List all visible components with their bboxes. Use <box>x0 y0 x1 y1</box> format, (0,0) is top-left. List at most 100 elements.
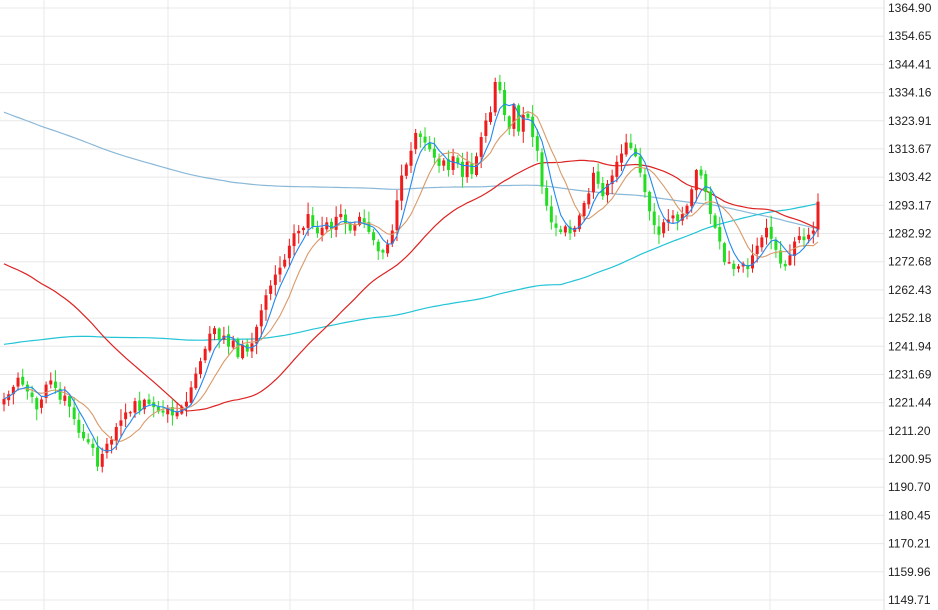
candle-body <box>554 223 558 228</box>
candle-body <box>694 170 698 191</box>
candle-body <box>512 104 516 129</box>
candle-body <box>180 406 184 414</box>
candle-body <box>390 230 394 244</box>
candle-body <box>807 234 811 240</box>
candle-body <box>788 255 792 265</box>
candle-body <box>671 215 675 219</box>
candle-body <box>264 295 268 310</box>
candle-body <box>526 113 530 118</box>
grid <box>0 0 885 610</box>
candle-body <box>105 443 109 453</box>
short-moving-average-lines <box>3 103 819 452</box>
ma-mid-line <box>3 111 819 442</box>
candle-body <box>35 398 39 410</box>
candle-body <box>208 333 212 351</box>
y-tick-label: 1272.68 <box>888 255 932 269</box>
candle-body <box>662 222 666 234</box>
candle-body <box>283 259 287 267</box>
candle-body <box>666 219 670 223</box>
candle-body <box>278 267 282 275</box>
candle-body <box>2 398 6 405</box>
candle-body <box>147 399 151 404</box>
y-tick-label: 1159.96 <box>888 565 931 579</box>
candle-body <box>96 447 100 467</box>
candle-body <box>610 175 614 185</box>
candle-body <box>577 215 581 230</box>
candle-body <box>582 203 586 216</box>
candle-body <box>797 236 801 240</box>
candle-body <box>414 132 418 150</box>
candle-body <box>287 245 291 259</box>
candle-body <box>638 156 642 173</box>
y-tick-label: 1303.42 <box>888 170 932 184</box>
candle-body <box>325 222 329 230</box>
candle-body <box>489 112 493 122</box>
candle-body <box>676 214 680 221</box>
candle-body <box>437 158 441 166</box>
y-tick-label: 1170.21 <box>888 537 931 551</box>
candle-body <box>86 439 90 443</box>
candle-body <box>409 150 413 166</box>
candle-body <box>404 164 408 176</box>
candle-body <box>442 160 446 166</box>
candle-body <box>306 214 310 228</box>
y-tick-label: 1262.43 <box>888 283 932 297</box>
candles <box>2 74 820 473</box>
candle-body <box>629 142 633 149</box>
candle-body <box>259 310 263 327</box>
candle-body <box>110 439 114 445</box>
candle-body <box>362 218 366 223</box>
candle-body <box>699 169 703 176</box>
candle-body <box>25 384 29 392</box>
candle-body <box>765 227 769 238</box>
candle-body <box>53 381 57 388</box>
y-tick-label: 1364.90 <box>888 1 932 15</box>
candle-body <box>456 157 460 164</box>
candle-body <box>587 193 591 205</box>
ma-slow-line <box>3 159 819 412</box>
ma-long-line <box>3 203 819 345</box>
candle-body <box>329 221 333 230</box>
candle-body <box>138 400 142 411</box>
candle-body <box>470 163 474 175</box>
candle-body <box>44 384 48 398</box>
candle-body <box>339 214 343 218</box>
candle-body <box>189 387 193 403</box>
candle-body <box>484 120 488 136</box>
candle-body <box>376 241 380 252</box>
candle-body <box>751 255 755 269</box>
candle-body <box>124 412 128 420</box>
candle-body <box>11 386 15 395</box>
candle-body <box>255 326 259 344</box>
ma-longest-line <box>3 111 819 230</box>
candle-body <box>119 420 123 426</box>
candle-body <box>816 201 820 230</box>
candle-body <box>690 189 694 207</box>
candle-body <box>63 395 67 401</box>
candle-body <box>418 133 422 138</box>
y-tick-label: 1323.91 <box>888 114 932 128</box>
candle-body <box>727 262 731 264</box>
candle-body <box>372 232 376 241</box>
candle-body <box>292 233 296 247</box>
candle-body <box>521 115 525 132</box>
candle-body <box>184 401 188 407</box>
candle-body <box>615 161 619 177</box>
candle-body <box>498 81 502 91</box>
y-tick-label: 1354.65 <box>888 29 932 43</box>
candle-body <box>624 142 628 155</box>
y-tick-label: 1190.70 <box>888 480 931 494</box>
candle-body <box>77 419 81 433</box>
candle-body <box>783 263 787 267</box>
candle-body <box>67 396 71 407</box>
y-tick-label: 1200.95 <box>888 452 932 466</box>
y-tick-label: 1282.92 <box>888 227 932 241</box>
candle-body <box>213 328 217 335</box>
candle-body <box>344 214 348 224</box>
candle-body <box>367 222 371 232</box>
candle-body <box>381 250 385 253</box>
candle-body <box>161 410 165 413</box>
candle-body <box>236 339 240 358</box>
candle-body <box>680 214 684 221</box>
